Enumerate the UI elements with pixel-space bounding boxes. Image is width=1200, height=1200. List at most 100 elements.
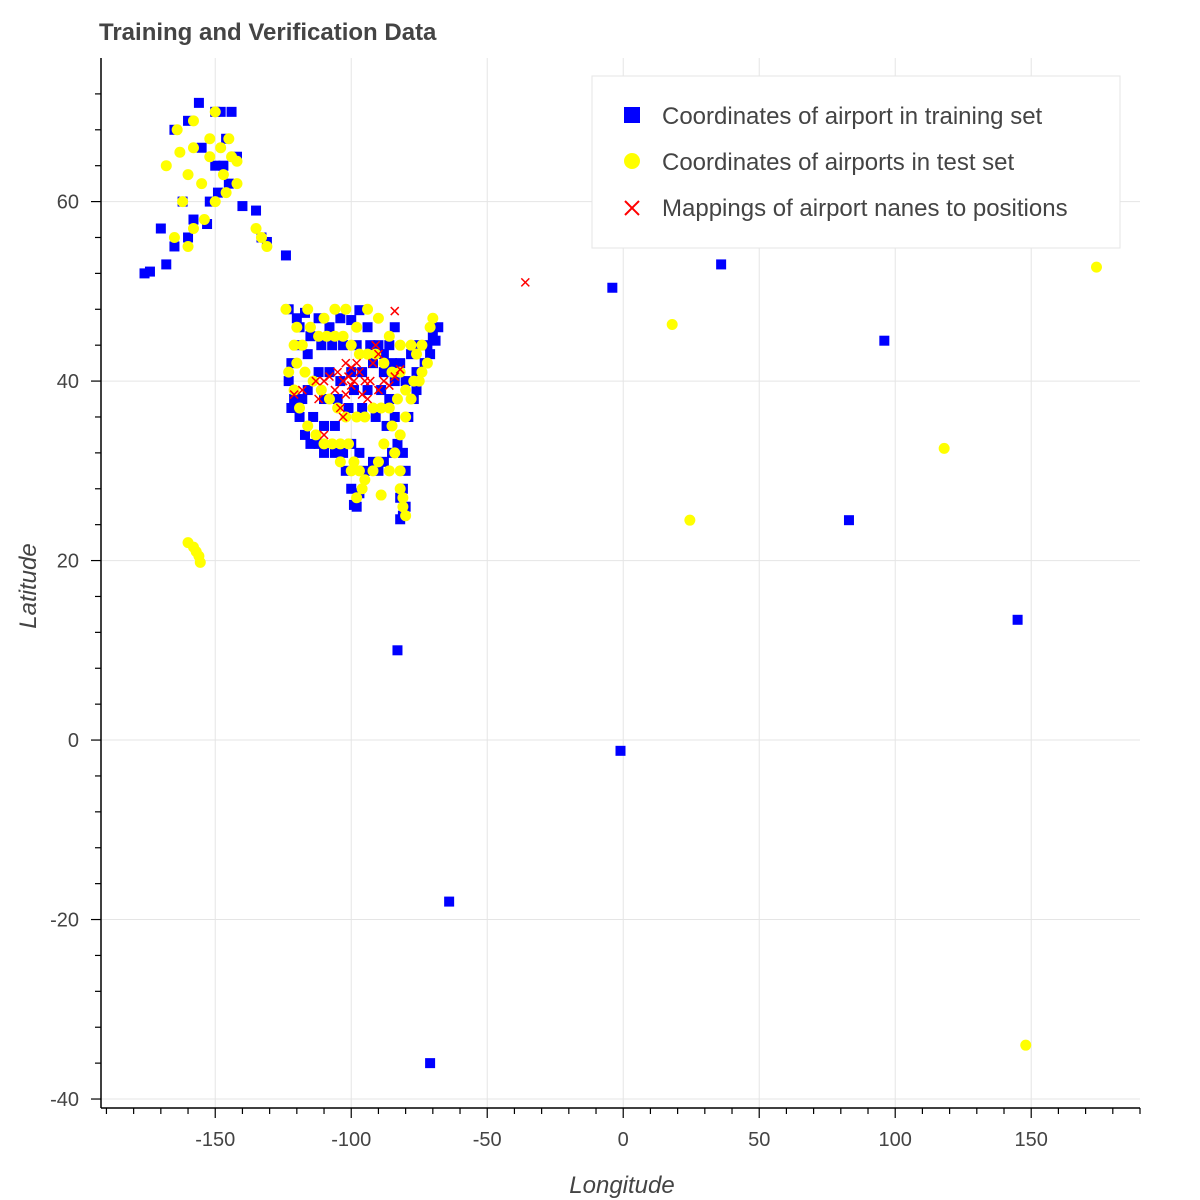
test-point [345, 465, 357, 477]
test-point [321, 330, 333, 342]
training-point [357, 403, 368, 413]
test-point [198, 214, 210, 226]
test-point [383, 465, 395, 477]
test-point [302, 303, 314, 315]
test-point [684, 514, 696, 526]
test-point [337, 330, 349, 342]
test-point [391, 393, 403, 405]
training-point [226, 106, 237, 117]
test-point [209, 196, 221, 208]
training-point [169, 241, 180, 252]
test-point [348, 456, 360, 468]
training-point [286, 403, 297, 413]
test-point [353, 465, 365, 477]
training-point [362, 385, 373, 396]
test-point [416, 366, 428, 378]
test-point [187, 115, 199, 127]
mapping-point [390, 306, 400, 316]
test-point [168, 231, 180, 243]
y-tick-label: -40 [50, 1089, 79, 1111]
mapping-point [319, 430, 329, 440]
training-point [387, 358, 398, 369]
training-point [291, 313, 302, 324]
test-point [397, 492, 409, 504]
mapping-point [368, 358, 378, 368]
training-point [411, 385, 422, 396]
y-tick-label: 20 [57, 551, 79, 573]
training-point [299, 429, 310, 440]
training-point [433, 322, 444, 333]
test-point [362, 348, 374, 360]
test-point [372, 312, 384, 324]
training-point [376, 385, 387, 396]
test-point [367, 402, 379, 414]
test-point [378, 438, 390, 450]
training-point [319, 420, 330, 431]
test-point [356, 483, 368, 495]
training-point [389, 411, 400, 422]
test-point [291, 357, 303, 369]
training-point [373, 340, 384, 351]
training-point [615, 745, 626, 756]
mapping-point [390, 372, 400, 382]
training-point [327, 340, 338, 351]
training-point [324, 367, 335, 378]
training-point [338, 340, 349, 351]
training-point [161, 259, 172, 270]
training-point [1012, 614, 1023, 625]
test-point [351, 411, 363, 423]
test-point [370, 348, 382, 360]
x-tick-label: -100 [331, 1129, 371, 1151]
training-point [218, 160, 229, 171]
test-point [343, 438, 355, 450]
test-point [299, 366, 311, 378]
training-point [329, 420, 340, 431]
training-point [305, 438, 316, 449]
test-point [215, 142, 227, 154]
mapping-point [363, 394, 373, 404]
legend-circle-marker [624, 153, 640, 169]
training-point [395, 358, 406, 369]
mapping-point [354, 367, 364, 377]
mapping-point [341, 390, 351, 400]
test-point [313, 330, 325, 342]
mapping-point [371, 340, 381, 350]
training-point [384, 394, 395, 405]
test-point [182, 240, 194, 252]
training-point [395, 514, 406, 525]
training-point [378, 349, 389, 360]
test-point [345, 339, 357, 351]
training-point [313, 367, 324, 378]
test-point [394, 429, 406, 441]
test-point [160, 160, 172, 172]
test-point [421, 357, 433, 369]
training-point [305, 331, 316, 342]
y-tick-label: -20 [50, 910, 79, 932]
x-tick-label: 50 [748, 1129, 770, 1151]
training-point [357, 367, 368, 378]
legend-label-training: Coordinates of airport in training set [662, 103, 1043, 130]
test-point [386, 420, 398, 432]
mapping-point [346, 381, 356, 391]
training-point [348, 499, 359, 510]
test-point [187, 142, 199, 154]
test-point [375, 489, 387, 501]
test-point [304, 321, 316, 333]
training-point [212, 187, 223, 198]
training-point [144, 266, 155, 277]
mapping-series [289, 277, 530, 440]
test-point [394, 339, 406, 351]
x-tick-label: 150 [1015, 1129, 1048, 1151]
test-point [1020, 1039, 1032, 1051]
training-point [319, 447, 330, 458]
test-point [196, 178, 208, 190]
test-point [389, 447, 401, 459]
training-point [183, 232, 194, 243]
test-point [351, 492, 363, 504]
training-point [365, 340, 376, 351]
training-point [324, 322, 335, 333]
training-point [378, 367, 389, 378]
test-point [315, 384, 327, 396]
test-point [310, 429, 322, 441]
